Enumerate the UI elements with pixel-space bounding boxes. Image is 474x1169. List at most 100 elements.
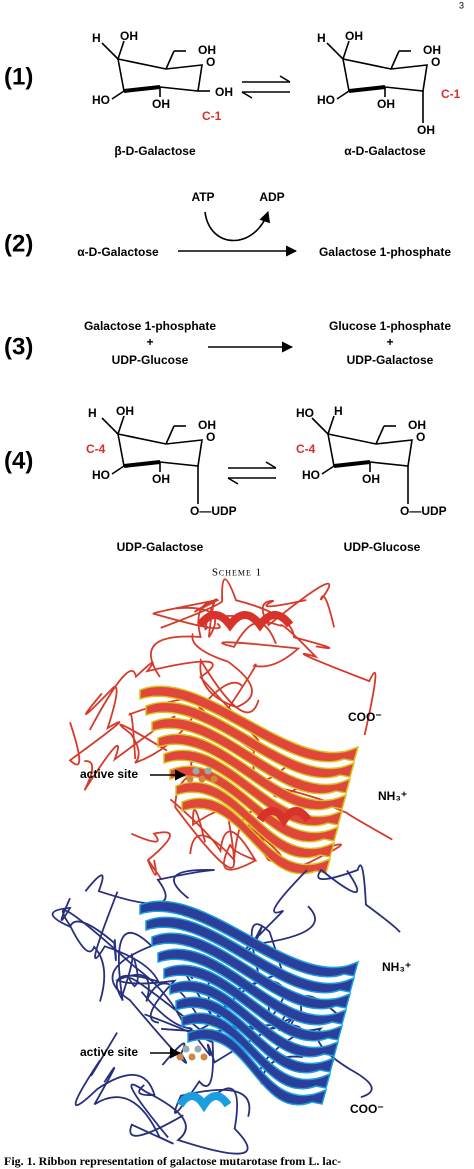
- atom-label: O—UDP: [190, 504, 237, 518]
- substrate: UDP-Glucose: [112, 353, 189, 367]
- cofactor: ADP: [259, 190, 284, 204]
- ligand-atom: [176, 1053, 184, 1061]
- beta-strand: [175, 996, 336, 1074]
- bond: [111, 465, 125, 475]
- bond: [327, 415, 335, 435]
- substrate: Galactose 1-phosphate: [84, 319, 216, 333]
- beta-strand: [187, 1028, 328, 1106]
- plus: +: [386, 335, 393, 349]
- ligand-atom: [192, 767, 200, 775]
- equilibrium-arrows: [241, 75, 291, 99]
- ligand-atom: [182, 1045, 190, 1053]
- coil: [130, 1083, 249, 1155]
- beta-strand: [139, 685, 360, 763]
- coil: [191, 633, 260, 714]
- beta-strand: [163, 964, 344, 1042]
- coil: [261, 582, 335, 628]
- ring: [116, 432, 203, 467]
- atom-label: HO: [296, 406, 314, 420]
- atom-label: O—UDP: [400, 504, 447, 518]
- coil: [119, 681, 243, 764]
- ligand-atom: [210, 775, 218, 783]
- plus: +: [146, 335, 153, 349]
- atom-label: HO: [92, 468, 110, 482]
- beta-strand: [145, 701, 356, 779]
- ribbon-figure: [51, 578, 401, 1155]
- atom-label: H: [92, 31, 101, 45]
- compound-name: α-D-Galactose: [344, 144, 426, 158]
- atom-label: OH: [120, 29, 138, 43]
- page-number: 3: [459, 0, 464, 10]
- bold-bond: [123, 460, 161, 468]
- reaction-number: (3): [4, 333, 33, 360]
- atom-label: OH: [152, 97, 170, 111]
- coil: [160, 578, 331, 649]
- bold-bond: [333, 460, 371, 468]
- beta-strand: [169, 765, 340, 843]
- label: COO⁻: [348, 710, 382, 724]
- beta-strand: [175, 781, 336, 859]
- atom-label: OH: [408, 418, 426, 432]
- atom-label: O: [431, 55, 440, 69]
- ligand-atom: [198, 775, 206, 783]
- atom-label: OH: [116, 404, 134, 418]
- label: active site: [80, 767, 138, 781]
- bond: [311, 417, 329, 435]
- atom-label: H: [88, 406, 97, 420]
- bond: [111, 90, 125, 100]
- atom-label: C-4: [86, 442, 106, 456]
- figure-labels: active site COO⁻ NH₃⁺ NH₃⁺ active site C…: [80, 710, 411, 1116]
- atom-label: OH: [215, 85, 233, 99]
- atom-label: OH: [152, 472, 170, 486]
- coil: [111, 932, 188, 1066]
- atom-label: O: [206, 55, 215, 69]
- atom-label: H: [334, 404, 343, 418]
- bond: [390, 50, 400, 70]
- coil: [221, 622, 301, 712]
- bold-bond: [348, 85, 386, 93]
- atom-label: OH: [198, 418, 216, 432]
- equilibrium-arrows: [227, 461, 277, 485]
- label: NH₃⁺: [378, 789, 407, 803]
- coil: [93, 1066, 184, 1145]
- coil: [51, 897, 117, 962]
- coil: [189, 809, 236, 863]
- beta-strand: [139, 900, 360, 978]
- label: active site: [80, 1045, 138, 1059]
- bond: [321, 465, 335, 475]
- product: Glucose 1-phosphate: [329, 319, 451, 333]
- atom-label: HO: [317, 93, 335, 107]
- label: COO⁻: [350, 1102, 384, 1116]
- bond: [165, 425, 175, 445]
- bond: [117, 40, 125, 60]
- atom-label: OH: [198, 43, 216, 57]
- atom-label: OH: [423, 43, 441, 57]
- atom-label: O: [416, 430, 425, 444]
- ring: [326, 432, 413, 467]
- atom-label: C-1: [441, 87, 461, 101]
- reaction-number: (2): [4, 230, 33, 257]
- bond: [342, 40, 350, 60]
- ring: [341, 57, 428, 92]
- coil: [317, 864, 401, 933]
- label: NH₃⁺: [382, 960, 411, 974]
- substrate: α-D-Galactose: [77, 245, 159, 259]
- coil: [68, 686, 121, 766]
- atom-label: OH: [362, 472, 380, 486]
- beta-strand: [157, 948, 348, 1026]
- atom-label: H: [317, 31, 326, 45]
- helix: [256, 807, 312, 828]
- bond: [101, 417, 119, 435]
- coil: [94, 891, 160, 1001]
- product: UDP-Galactose: [347, 353, 434, 367]
- atom-label: C-4: [296, 442, 316, 456]
- beta-strand: [151, 717, 352, 795]
- coil: [84, 868, 215, 905]
- product: Galactose 1-phosphate: [319, 245, 451, 259]
- bold-bond: [123, 85, 161, 93]
- ligand-atom: [194, 1045, 202, 1053]
